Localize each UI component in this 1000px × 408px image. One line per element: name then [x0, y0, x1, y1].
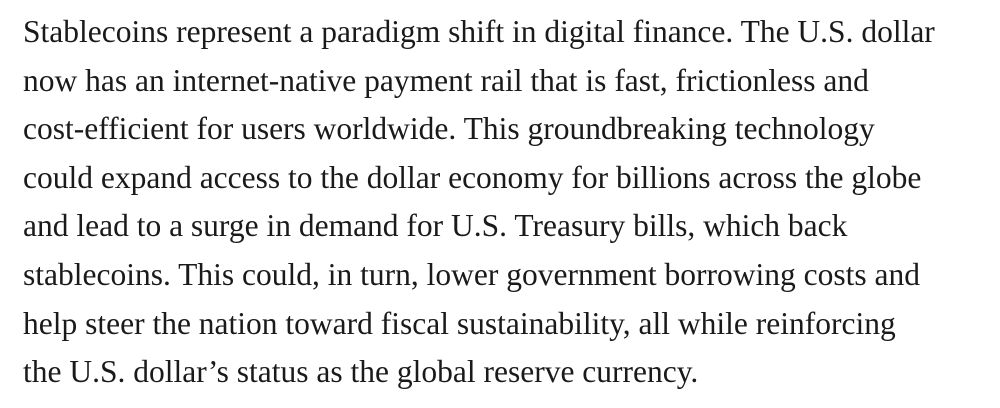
paragraph-line: could expand access to the dollar econom…	[23, 159, 922, 195]
paragraph-line: stablecoins. This could, in turn, lower …	[23, 256, 921, 292]
paragraph-line: cost-efficient for users worldwide. This…	[23, 111, 875, 147]
paragraph-line: Stablecoins represent a paradigm shift i…	[23, 14, 935, 49]
paragraph-line: and lead to a surge in demand for U.S. T…	[23, 208, 848, 244]
paragraph-line: help steer the nation toward fiscal sust…	[23, 305, 896, 341]
article-body: Stablecoins represent a paradigm shift i…	[23, 8, 988, 397]
paragraph-line: the U.S. dollar’s status as the global r…	[23, 354, 699, 390]
paragraph-line: now has an internet-native payment rail …	[23, 62, 869, 98]
article-paragraph: Stablecoins represent a paradigm shift i…	[23, 8, 988, 397]
